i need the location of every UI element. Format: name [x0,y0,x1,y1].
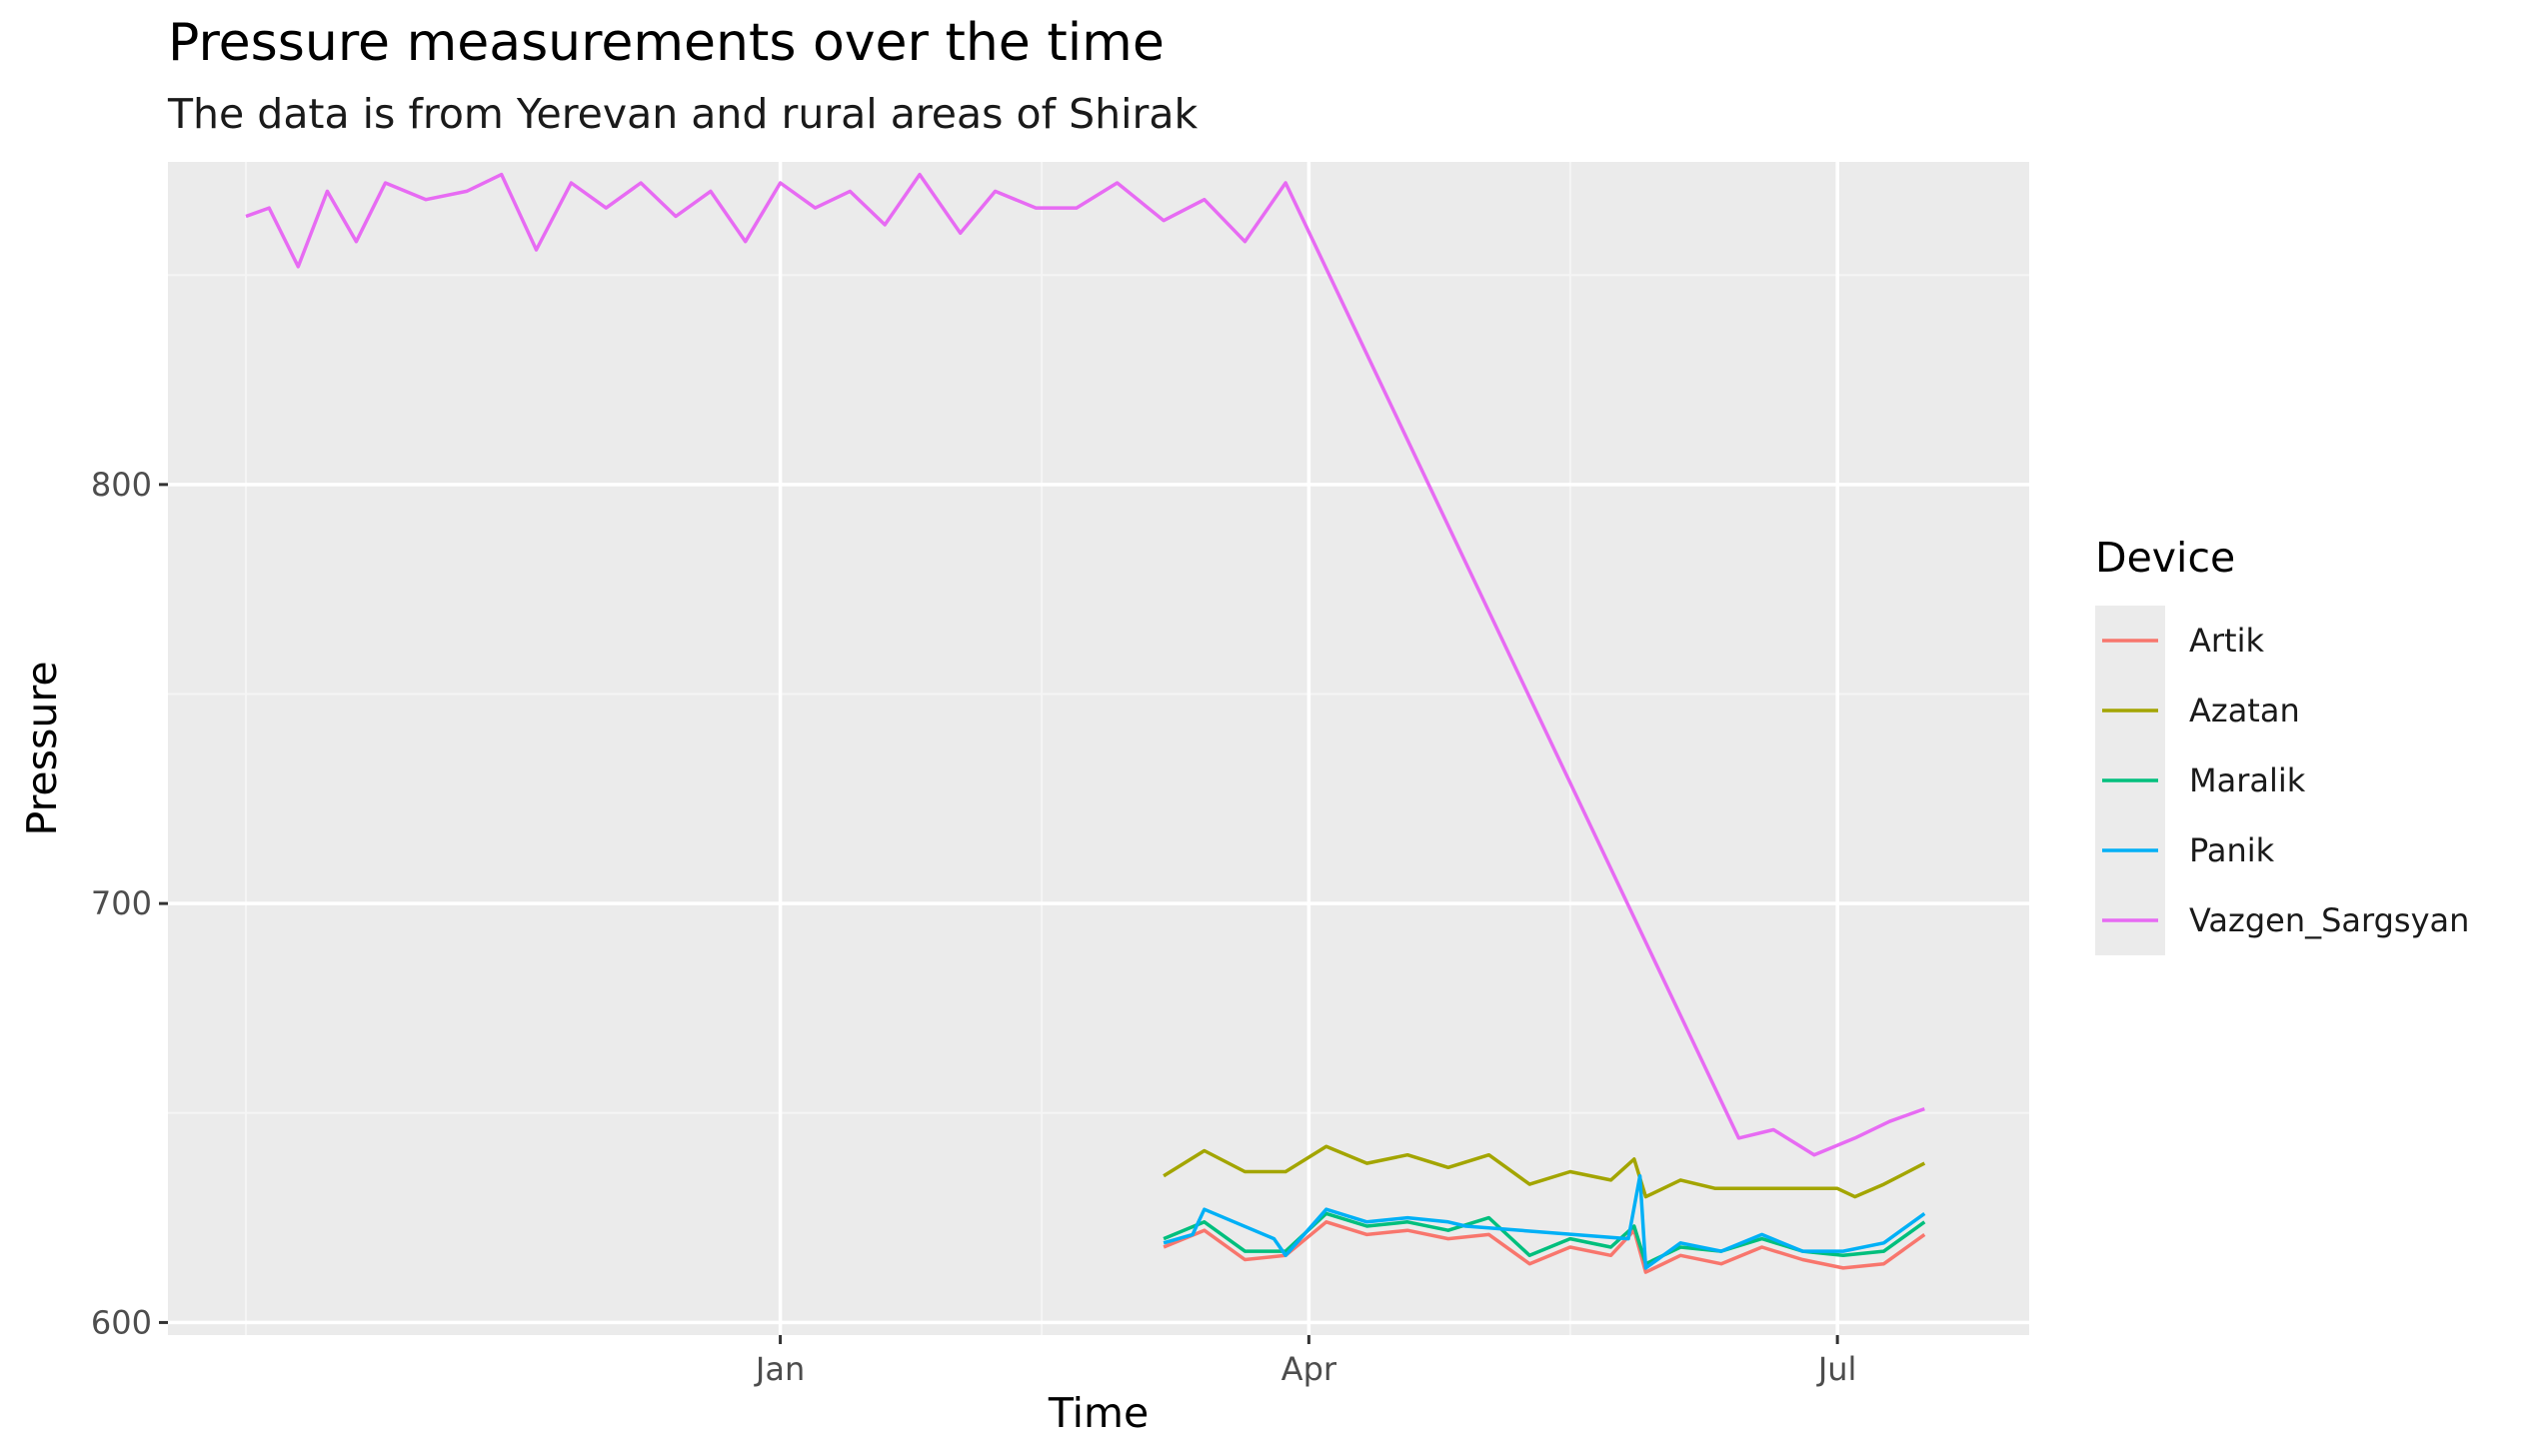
legend: Artik Azatan Maralik Panik Vazgen_Sargsyan [2095,606,2469,955]
chart-title: Pressure measurements over the time [168,13,1165,73]
series-line-artik [1163,1220,1926,1274]
legend-label-azatan: Azatan [2189,692,2300,729]
legend-title: Device [2095,534,2235,582]
x-tick-label: Jan [754,1350,805,1388]
minor-gridlines [168,162,2029,1335]
legend-label-artik: Artik [2189,622,2264,660]
x-tick-label: Jul [1816,1350,1857,1388]
axes: 600 700 800 Jan Apr Jul [91,466,1857,1388]
major-gridlines [168,162,2029,1335]
y-tick-label: 800 [91,466,152,504]
legend-label-panik: Panik [2189,831,2275,869]
legend-label-vazgen_sargsyan: Vazgen_Sargsyan [2189,901,2469,939]
series-line-azatan [1163,1144,1926,1199]
series-line-vazgen_sargsyan [245,172,1925,1157]
series-line-panik [1163,1173,1926,1270]
y-tick-label: 600 [91,1303,152,1341]
plot-panel [168,162,2029,1335]
x-axis-title: Time [1048,1389,1149,1437]
series-layer [245,172,1926,1274]
x-tick-label: Apr [1281,1350,1337,1388]
chart-subtitle: The data is from Yerevan and rural areas… [167,90,1198,138]
legend-label-maralik: Maralik [2189,761,2306,799]
y-tick-label: 700 [91,884,152,922]
y-axis-title: Pressure [18,661,66,835]
